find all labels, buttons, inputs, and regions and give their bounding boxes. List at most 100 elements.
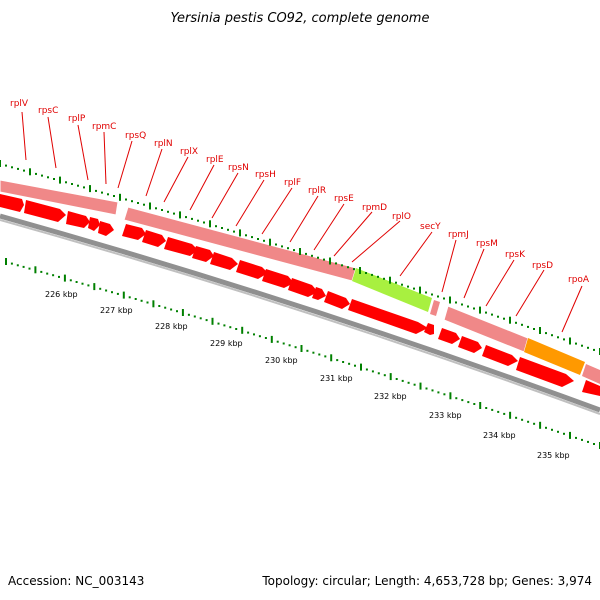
tick-mark — [473, 403, 476, 405]
tick-mark — [269, 238, 271, 246]
tick-mark — [128, 296, 131, 299]
tick-mark — [509, 411, 512, 419]
tick-mark — [563, 432, 565, 435]
tick-mark — [575, 342, 577, 345]
tick-mark — [371, 370, 374, 373]
tick-mark — [203, 221, 205, 224]
tick-mark — [257, 238, 259, 240]
tick-mark — [161, 209, 163, 211]
tick-mark — [569, 431, 571, 439]
tick-mark — [407, 285, 409, 288]
tick-mark — [305, 252, 307, 255]
tick-mark — [167, 210, 169, 213]
kbp-scale: 226 kbp 227 kbp 228 kbp 229 kbp 230 kbp … — [45, 290, 570, 460]
tick-mark — [164, 306, 167, 309]
tick-mark — [593, 443, 595, 445]
tick-mark — [348, 362, 351, 365]
gene-labels: rplV rpsC rplP rpmC rpsQ rplN rplX rplE … — [10, 99, 590, 333]
tick-mark — [75, 281, 78, 283]
tick-mark — [40, 270, 43, 273]
tick-mark — [521, 323, 523, 326]
gene-label-rpmC: rpmC — [92, 122, 116, 132]
tick-mark — [113, 195, 115, 197]
tick-mark — [227, 228, 229, 231]
cds-arrows — [0, 194, 600, 396]
tick-mark — [497, 315, 499, 318]
tick-mark — [275, 243, 277, 246]
tick-mark — [437, 391, 440, 394]
tick-mark — [545, 426, 547, 429]
tick-mark — [360, 363, 362, 371]
accession-text: Accession: NC_003143 — [8, 574, 144, 588]
tick-mark — [431, 389, 434, 392]
tick-mark — [300, 345, 303, 352]
tick-mark — [437, 295, 439, 298]
tick-mark — [497, 410, 500, 413]
tick-mark — [455, 301, 457, 304]
tick-mark — [323, 258, 325, 261]
gene-label-rpsC: rpsC — [38, 106, 58, 116]
tick-mark — [205, 319, 208, 322]
tick-mark — [158, 305, 161, 307]
gene-label-rplO: rplO — [392, 212, 411, 222]
tick-mark — [593, 348, 595, 351]
map-title: Yersinia pestis CO92, complete genome — [171, 11, 430, 26]
gene-label-rpsK: rpsK — [505, 250, 526, 260]
tick-mark — [569, 337, 571, 345]
gene-label-secY: secY — [420, 222, 441, 232]
tick-mark — [287, 247, 289, 250]
tick-mark — [16, 264, 19, 267]
tick-mark — [83, 186, 85, 189]
tick-mark — [241, 326, 244, 334]
tick-mark — [95, 189, 97, 192]
tick-mark — [11, 166, 13, 169]
tick-mark — [342, 361, 345, 363]
tick-mark — [282, 342, 285, 345]
tick-mark — [0, 160, 1, 167]
tick-mark — [545, 332, 547, 335]
tick-mark — [377, 372, 380, 375]
tick-mark — [111, 291, 113, 294]
tick-mark — [58, 275, 60, 278]
tick-mark — [137, 202, 139, 204]
tick-mark — [185, 216, 187, 219]
tick-mark — [28, 267, 31, 270]
tick-mark — [299, 248, 301, 255]
gene-label-rpmJ: rpmJ — [448, 230, 469, 240]
tick-mark — [77, 184, 79, 187]
tick-mark — [311, 254, 313, 257]
gene-label-rpoA: rpoA — [568, 275, 590, 285]
tick-mark — [107, 193, 109, 196]
tick-mark — [87, 284, 90, 287]
tick-mark — [217, 322, 220, 325]
tick-mark — [461, 303, 463, 306]
tick-mark — [173, 212, 175, 215]
tick-mark — [587, 346, 589, 349]
tick-mark — [221, 227, 223, 229]
inner-tick-row — [5, 258, 600, 449]
gene-label-rplP: rplP — [68, 114, 86, 124]
tick-mark — [539, 421, 542, 429]
tick-mark — [59, 176, 61, 184]
kbp-label: 229 kbp — [210, 339, 243, 348]
tick-mark — [41, 174, 43, 177]
tick-mark — [251, 236, 253, 239]
kbp-label: 227 kbp — [100, 306, 133, 315]
tick-mark — [35, 172, 37, 175]
tick-mark — [581, 344, 583, 347]
tick-mark — [539, 327, 541, 334]
tick-mark — [276, 340, 279, 343]
tick-mark — [461, 399, 464, 402]
tick-mark — [258, 335, 261, 338]
gene-band — [0, 179, 600, 384]
tick-mark — [395, 378, 398, 380]
gene-label-rplX: rplX — [180, 147, 198, 157]
tick-mark — [47, 176, 49, 179]
tick-mark — [264, 337, 267, 339]
outer-tick-row — [0, 160, 600, 355]
rpoA-band — [524, 338, 585, 375]
gene-label-rpsQ: rpsQ — [125, 131, 146, 141]
tick-mark — [101, 191, 103, 194]
tick-mark — [209, 220, 211, 228]
